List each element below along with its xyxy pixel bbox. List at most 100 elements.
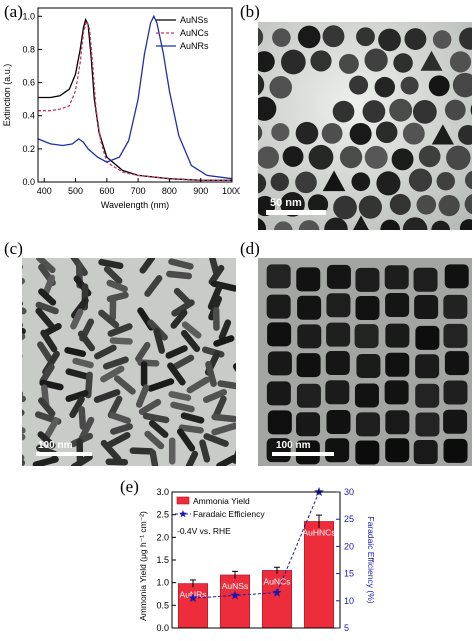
nanorod bbox=[135, 384, 150, 408]
nanorod bbox=[168, 391, 192, 401]
nanocube bbox=[355, 296, 380, 321]
nanorod bbox=[149, 449, 160, 466]
nanocube bbox=[267, 410, 292, 435]
nanocube bbox=[414, 295, 439, 320]
nanoparticle bbox=[353, 215, 369, 230]
nanocube bbox=[355, 267, 380, 292]
scale-bar-d bbox=[272, 452, 334, 456]
nanoparticle bbox=[338, 53, 359, 74]
nanoparticle bbox=[272, 28, 291, 47]
nanoparticle bbox=[464, 194, 472, 215]
nanocube bbox=[266, 294, 291, 319]
nanoparticle bbox=[436, 171, 455, 191]
nanoparticle bbox=[459, 27, 472, 50]
nanoparticle bbox=[307, 194, 329, 215]
nanorod bbox=[170, 309, 188, 329]
legend-swatch-yield bbox=[176, 496, 190, 505]
y-tick-label: 1.5 bbox=[156, 555, 169, 565]
nanocube bbox=[443, 409, 468, 434]
y2-axis-label: Faradaic Efficiency (%) bbox=[366, 516, 376, 603]
nanoparticle bbox=[280, 49, 306, 75]
fe-point bbox=[272, 587, 282, 597]
nanoparticle bbox=[431, 220, 450, 230]
nanocube bbox=[326, 293, 351, 318]
y2-tick-label: 25 bbox=[344, 514, 354, 524]
nanoparticle bbox=[402, 122, 425, 145]
nanoparticle bbox=[356, 27, 375, 47]
x-tick-label: 800 bbox=[162, 186, 177, 196]
nanocube bbox=[385, 438, 410, 463]
nanorod bbox=[78, 416, 95, 442]
nanocube bbox=[443, 323, 468, 348]
nanorod bbox=[70, 308, 84, 330]
nanoparticle bbox=[364, 48, 388, 72]
nanoparticle bbox=[351, 172, 371, 192]
tem-image-nanorods: 100 nm bbox=[22, 258, 236, 466]
nanocube bbox=[355, 412, 380, 437]
nanoparticle bbox=[349, 75, 369, 95]
nanorod bbox=[37, 341, 54, 363]
y-axis-label: Extinction (a.u.) bbox=[2, 64, 12, 127]
nanocube bbox=[384, 265, 409, 290]
nanorod bbox=[98, 309, 120, 329]
nanoparticle bbox=[449, 51, 472, 73]
nanorod bbox=[207, 284, 223, 310]
nanoparticle bbox=[378, 28, 401, 52]
nanoparticle bbox=[269, 76, 293, 99]
nanoparticle bbox=[432, 30, 452, 49]
y-tick-label: 0.8 bbox=[22, 44, 35, 54]
nanoparticle bbox=[258, 218, 267, 230]
nanorod bbox=[69, 395, 85, 418]
nanocube bbox=[415, 412, 440, 437]
nanocube bbox=[296, 353, 321, 378]
nanorod bbox=[35, 301, 59, 315]
nanorod bbox=[168, 437, 176, 465]
potential-annotation: -0.4V vs. RHE bbox=[177, 526, 231, 536]
nanorod bbox=[108, 412, 132, 424]
bar-auncs bbox=[262, 570, 293, 629]
nanorod bbox=[38, 397, 56, 417]
scale-bar-label-d: 100 nm bbox=[276, 440, 311, 451]
nanorod bbox=[137, 359, 160, 367]
nanoparticle bbox=[273, 221, 293, 230]
panel-label-d: (d) bbox=[240, 239, 260, 258]
nanorod bbox=[102, 356, 129, 370]
nanocube bbox=[415, 354, 440, 379]
nanoparticle bbox=[459, 219, 472, 230]
legend-star bbox=[179, 510, 187, 518]
nanorod bbox=[140, 361, 148, 387]
y2-tick-label: 30 bbox=[344, 487, 354, 497]
nanocube bbox=[325, 438, 350, 463]
nanorod bbox=[213, 335, 235, 347]
nanoparticle bbox=[322, 25, 345, 48]
nanorod bbox=[109, 294, 117, 322]
nanorod bbox=[211, 422, 236, 436]
nanocube bbox=[385, 352, 410, 377]
nanorod bbox=[98, 258, 124, 270]
nanoparticle bbox=[374, 76, 396, 98]
x-axis-label: Wavelength (nm) bbox=[101, 200, 169, 210]
ammonia-yield-chart: AuNRsAuNSsAuNCsAuHNCs 0.00.51.01.52.02.5… bbox=[138, 487, 376, 633]
nanoparticle bbox=[258, 146, 279, 169]
y2-tick-label: 10 bbox=[344, 596, 354, 606]
nanocube bbox=[384, 380, 409, 405]
nanorod bbox=[211, 413, 236, 423]
nanocube bbox=[444, 351, 469, 376]
nanoparticle bbox=[295, 121, 319, 145]
scale-bar-c bbox=[36, 452, 92, 456]
nanorod bbox=[144, 430, 165, 450]
nanorod bbox=[38, 288, 57, 306]
y2-tick-label: 15 bbox=[344, 569, 354, 579]
nanorod bbox=[210, 280, 236, 292]
nanocube bbox=[267, 351, 292, 376]
nanorod bbox=[178, 424, 204, 434]
nanorod bbox=[71, 297, 89, 319]
legend-label: AuNRs bbox=[180, 41, 209, 51]
nanocube bbox=[354, 383, 379, 408]
nanorod bbox=[110, 423, 133, 435]
series-line-aunrs bbox=[37, 14, 233, 180]
nanorod bbox=[77, 330, 96, 352]
y-axis-label: Ammonia Yield (μg h⁻¹ cm⁻²) bbox=[138, 511, 148, 621]
nanorod bbox=[180, 329, 201, 353]
nanoparticle bbox=[339, 145, 363, 169]
